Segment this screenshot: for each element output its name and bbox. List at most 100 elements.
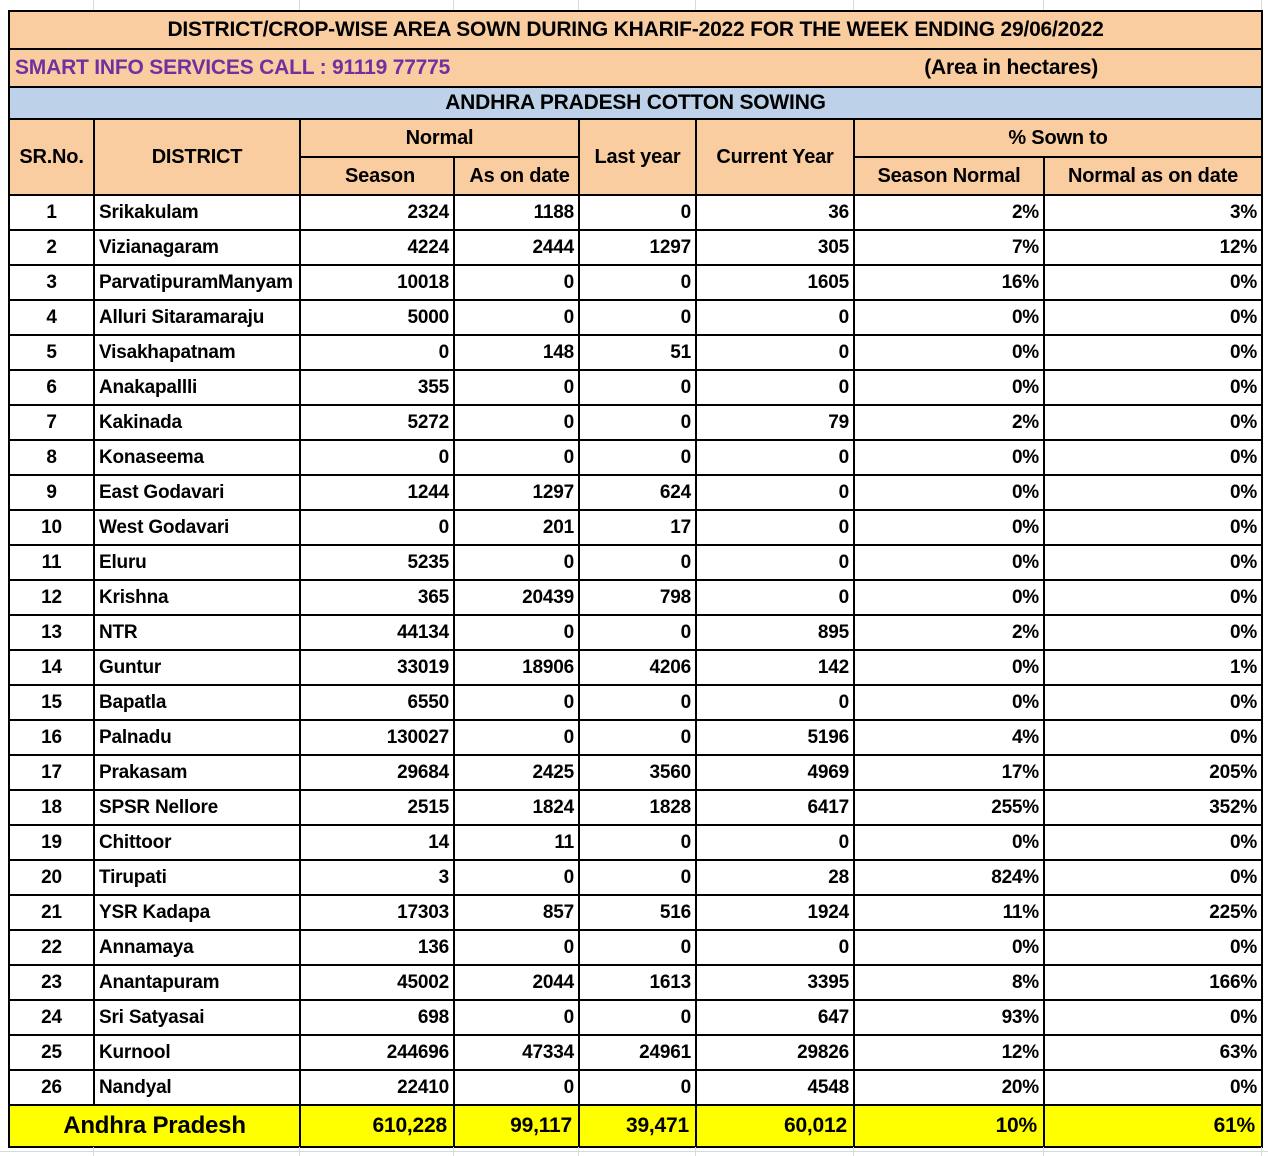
- season-normal-cell[interactable]: 255%: [853, 789, 1045, 826]
- as-on-date-cell[interactable]: 0: [453, 264, 580, 301]
- last-year-cell[interactable]: 1613: [578, 964, 697, 1001]
- season-cell[interactable]: 698: [299, 999, 455, 1036]
- season-cell[interactable]: 1244: [299, 474, 455, 511]
- season-cell[interactable]: 5272: [299, 404, 455, 441]
- season-cell[interactable]: 2515: [299, 789, 455, 826]
- season-cell[interactable]: 44134: [299, 614, 455, 651]
- normal-as-on-date-cell[interactable]: 63%: [1042, 1034, 1264, 1071]
- total-season[interactable]: 610,228: [299, 1104, 455, 1148]
- last-year-cell[interactable]: 0: [578, 684, 697, 721]
- normal-as-on-date-cell[interactable]: 0%: [1042, 614, 1264, 651]
- district-cell[interactable]: Nandyal: [93, 1069, 301, 1106]
- as-on-date-cell[interactable]: 0: [453, 404, 580, 441]
- last-year-cell[interactable]: 0: [578, 264, 697, 301]
- last-year-cell[interactable]: 0: [578, 719, 697, 756]
- normal-as-on-date-cell[interactable]: 0%: [1042, 824, 1264, 861]
- district-cell[interactable]: Alluri Sitaramaraju: [93, 299, 301, 336]
- sr-no-cell[interactable]: 19: [8, 824, 95, 861]
- season-cell[interactable]: 5000: [299, 299, 455, 336]
- sr-no-cell[interactable]: 13: [8, 614, 95, 651]
- current-year-cell[interactable]: 4969: [695, 754, 855, 791]
- season-normal-cell[interactable]: 2%: [853, 614, 1045, 651]
- season-normal-cell[interactable]: 7%: [853, 229, 1045, 266]
- current-year-cell[interactable]: 0: [695, 474, 855, 511]
- current-year-cell[interactable]: 5196: [695, 719, 855, 756]
- col-header-season[interactable]: Season: [299, 156, 455, 196]
- district-cell[interactable]: West Godavari: [93, 509, 301, 546]
- as-on-date-cell[interactable]: 0: [453, 614, 580, 651]
- season-normal-cell[interactable]: 0%: [853, 579, 1045, 616]
- season-cell[interactable]: 33019: [299, 649, 455, 686]
- current-year-cell[interactable]: 0: [695, 299, 855, 336]
- sr-no-cell[interactable]: 10: [8, 509, 95, 546]
- season-normal-cell[interactable]: 0%: [853, 544, 1045, 581]
- normal-as-on-date-cell[interactable]: 1%: [1042, 649, 1264, 686]
- as-on-date-cell[interactable]: 0: [453, 684, 580, 721]
- as-on-date-cell[interactable]: 11: [453, 824, 580, 861]
- district-cell[interactable]: Konaseema: [93, 439, 301, 476]
- current-year-cell[interactable]: 28: [695, 859, 855, 896]
- season-normal-cell[interactable]: 0%: [853, 369, 1045, 406]
- as-on-date-cell[interactable]: 1297: [453, 474, 580, 511]
- district-cell[interactable]: Kurnool: [93, 1034, 301, 1071]
- sr-no-cell[interactable]: 21: [8, 894, 95, 931]
- current-year-cell[interactable]: 3395: [695, 964, 855, 1001]
- last-year-cell[interactable]: 0: [578, 999, 697, 1036]
- as-on-date-cell[interactable]: 0: [453, 1069, 580, 1106]
- season-cell[interactable]: 0: [299, 509, 455, 546]
- sr-no-cell[interactable]: 15: [8, 684, 95, 721]
- season-cell[interactable]: 136: [299, 929, 455, 966]
- last-year-cell[interactable]: 3560: [578, 754, 697, 791]
- current-year-cell[interactable]: 36: [695, 194, 855, 231]
- season-cell[interactable]: 29684: [299, 754, 455, 791]
- col-header-current-year[interactable]: Current Year: [695, 118, 855, 196]
- col-header-normal-as-on-date[interactable]: Normal as on date: [1042, 156, 1264, 196]
- district-cell[interactable]: Annamaya: [93, 929, 301, 966]
- total-as-on-date[interactable]: 99,117: [453, 1104, 580, 1148]
- district-cell[interactable]: NTR: [93, 614, 301, 651]
- as-on-date-cell[interactable]: 1188: [453, 194, 580, 231]
- season-normal-cell[interactable]: 16%: [853, 264, 1045, 301]
- as-on-date-cell[interactable]: 0: [453, 544, 580, 581]
- last-year-cell[interactable]: 516: [578, 894, 697, 931]
- sr-no-cell[interactable]: 7: [8, 404, 95, 441]
- district-cell[interactable]: SPSR Nellore: [93, 789, 301, 826]
- section-title[interactable]: ANDHRA PRADESH COTTON SOWING: [7, 86, 1264, 120]
- normal-as-on-date-cell[interactable]: 0%: [1042, 369, 1264, 406]
- season-cell[interactable]: 22410: [299, 1069, 455, 1106]
- sr-no-cell[interactable]: 24: [8, 999, 95, 1036]
- current-year-cell[interactable]: 0: [695, 544, 855, 581]
- season-normal-cell[interactable]: 0%: [853, 509, 1045, 546]
- normal-as-on-date-cell[interactable]: 0%: [1042, 859, 1264, 896]
- normal-as-on-date-cell[interactable]: 0%: [1042, 684, 1264, 721]
- district-cell[interactable]: Chittoor: [93, 824, 301, 861]
- current-year-cell[interactable]: 0: [695, 334, 855, 371]
- as-on-date-cell[interactable]: 20439: [453, 579, 580, 616]
- last-year-cell[interactable]: 0: [578, 544, 697, 581]
- col-header-sr-no[interactable]: SR.No.: [8, 118, 95, 196]
- last-year-cell[interactable]: 0: [578, 824, 697, 861]
- season-cell[interactable]: 10018: [299, 264, 455, 301]
- season-cell[interactable]: 0: [299, 439, 455, 476]
- as-on-date-cell[interactable]: 0: [453, 299, 580, 336]
- current-year-cell[interactable]: 29826: [695, 1034, 855, 1071]
- current-year-cell[interactable]: 79: [695, 404, 855, 441]
- as-on-date-cell[interactable]: 201: [453, 509, 580, 546]
- sr-no-cell[interactable]: 16: [8, 719, 95, 756]
- current-year-cell[interactable]: 895: [695, 614, 855, 651]
- as-on-date-cell[interactable]: 0: [453, 999, 580, 1036]
- season-cell[interactable]: 2324: [299, 194, 455, 231]
- season-normal-cell[interactable]: 2%: [853, 194, 1045, 231]
- season-cell[interactable]: 244696: [299, 1034, 455, 1071]
- sr-no-cell[interactable]: 12: [8, 579, 95, 616]
- district-cell[interactable]: Kakinada: [93, 404, 301, 441]
- normal-as-on-date-cell[interactable]: 3%: [1042, 194, 1264, 231]
- as-on-date-cell[interactable]: 0: [453, 859, 580, 896]
- season-normal-cell[interactable]: 0%: [853, 649, 1045, 686]
- current-year-cell[interactable]: 0: [695, 929, 855, 966]
- current-year-cell[interactable]: 4548: [695, 1069, 855, 1106]
- season-normal-cell[interactable]: 17%: [853, 754, 1045, 791]
- total-normal-as-on-date[interactable]: 61%: [1042, 1104, 1264, 1148]
- normal-as-on-date-cell[interactable]: 0%: [1042, 264, 1264, 301]
- normal-as-on-date-cell[interactable]: 0%: [1042, 439, 1264, 476]
